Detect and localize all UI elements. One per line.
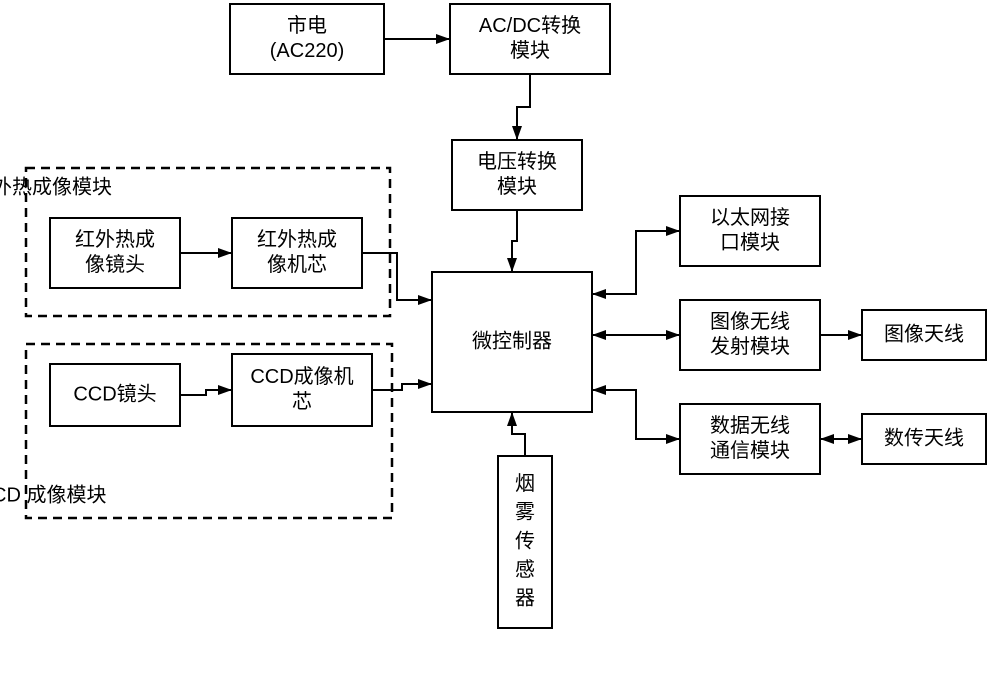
arrow-ccd_lens-to-ccd_core	[180, 390, 232, 395]
arrow-smoke-to-mcu	[512, 412, 525, 456]
smoke-label-1: 雾	[515, 502, 535, 524]
acdc-label-1: 模块	[510, 39, 550, 62]
eth-label-0: 以太网接	[710, 206, 790, 229]
arrow-volt-to-mcu	[512, 210, 517, 272]
eth-label-1: 口模块	[720, 231, 780, 254]
data_ant-label-0: 数传天线	[884, 426, 964, 449]
data_tx-label-1: 通信模块	[710, 439, 790, 462]
img_tx-label-1: 发射模块	[710, 335, 790, 358]
smoke-label-2: 传	[515, 529, 535, 552]
acdc-label-0: AC/DC转换	[479, 14, 581, 37]
data_tx-label-0: 数据无线	[710, 414, 790, 437]
arrow-ccd_core-to-mcu	[372, 384, 432, 390]
arrow-acdc-to-volt	[517, 74, 530, 140]
smoke-label-0: 烟	[515, 472, 535, 495]
ir_core-label-0: 红外热成	[257, 228, 337, 251]
volt-label-1: 模块	[497, 175, 537, 198]
arrow-mcu-to-eth	[592, 231, 680, 294]
img_tx-label-0: 图像无线	[710, 310, 790, 333]
ccd_core-label-1: 芯	[292, 390, 312, 413]
mains-label-1: (AC220)	[270, 40, 344, 62]
ir_lens-label-0: 红外热成	[75, 228, 155, 251]
volt-label-0: 电压转换	[477, 150, 557, 173]
ccd_core-label-0: CCD成像机	[250, 365, 353, 388]
mains-label-0: 市电	[287, 14, 327, 37]
arrow-ir_core-to-mcu	[362, 253, 432, 300]
mcu-label-0: 微控制器	[472, 329, 552, 352]
ir_core-label-1: 像机芯	[267, 253, 327, 276]
ccd_lens-label-0: CCD镜头	[73, 382, 156, 405]
img_ant-label-0: 图像天线	[884, 322, 964, 345]
ir_lens-label-1: 像镜头	[85, 253, 145, 276]
ccd_lbl: CCD 成像模块	[0, 483, 106, 506]
smoke-label-3: 感	[515, 558, 535, 581]
arrow-mcu-to-data_tx	[592, 390, 680, 439]
ir_lbl: 红外热成像模块	[0, 175, 112, 198]
smoke-label-4: 器	[515, 588, 535, 610]
